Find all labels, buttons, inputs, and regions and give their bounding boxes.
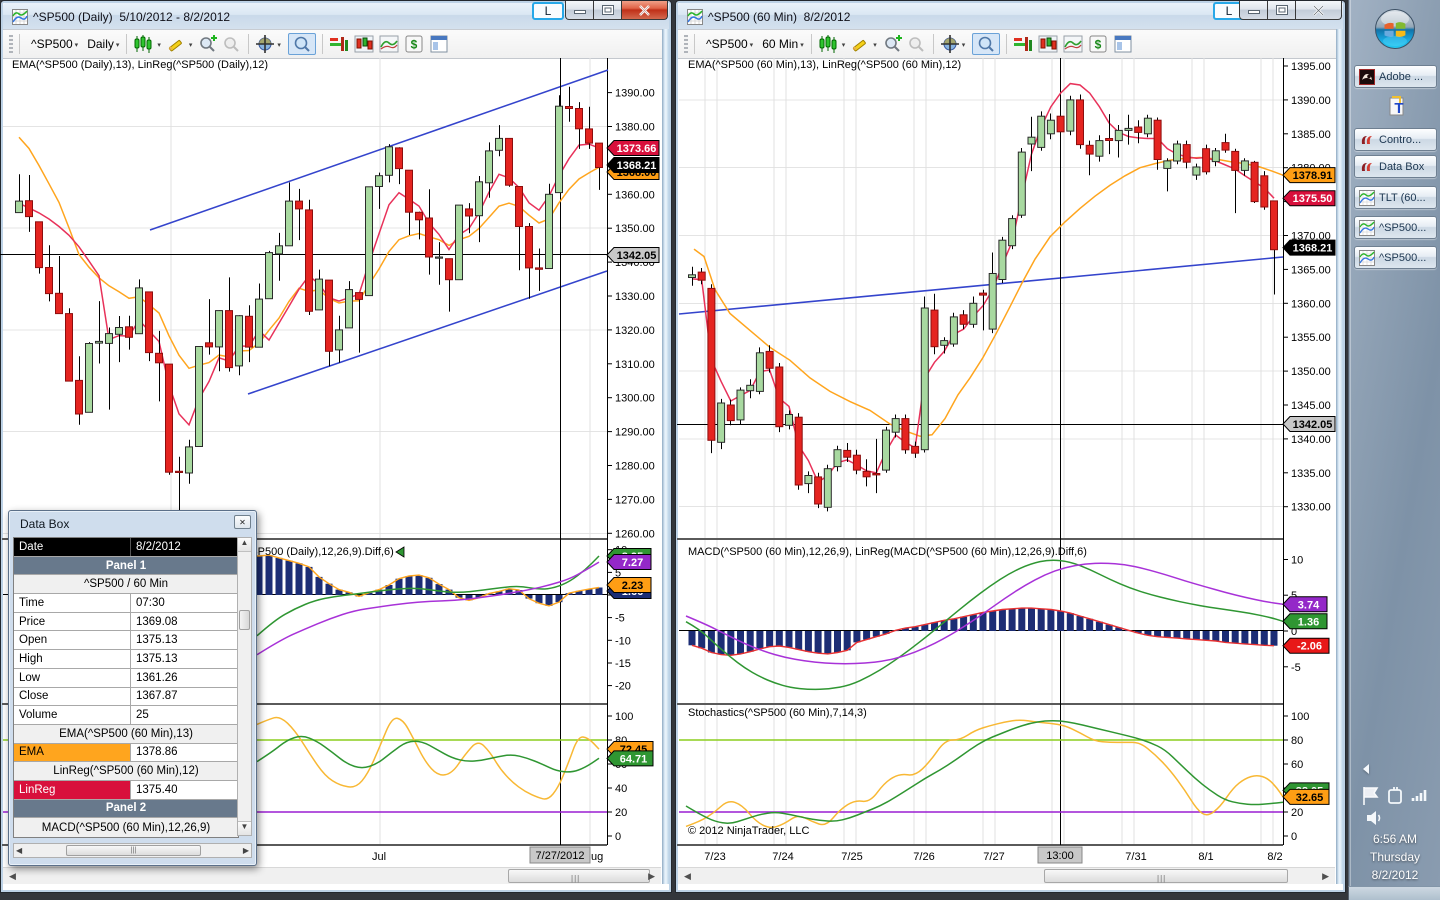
svg-text:$: $ (411, 38, 418, 52)
svg-text:T: T (1394, 100, 1403, 117)
svg-text:$: $ (1095, 38, 1102, 52)
